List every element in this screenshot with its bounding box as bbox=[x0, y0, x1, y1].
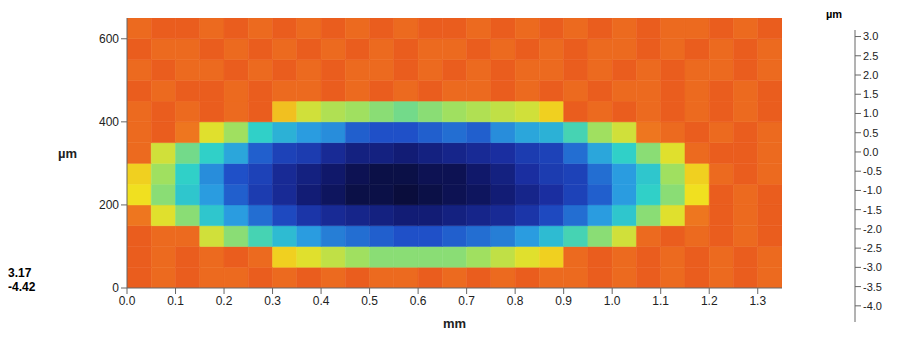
svg-text:0.7: 0.7 bbox=[458, 294, 475, 308]
svg-text:2.5: 2.5 bbox=[863, 50, 878, 62]
svg-text:0.5: 0.5 bbox=[863, 127, 878, 139]
svg-text:-2.0: -2.0 bbox=[863, 223, 882, 235]
svg-text:0.9: 0.9 bbox=[555, 294, 572, 308]
svg-text:0.1: 0.1 bbox=[167, 294, 184, 308]
svg-text:0: 0 bbox=[112, 281, 119, 295]
svg-text:1.5: 1.5 bbox=[863, 88, 878, 100]
svg-text:0.0: 0.0 bbox=[863, 146, 878, 158]
svg-text:-3.0: -3.0 bbox=[863, 261, 882, 273]
svg-text:0.2: 0.2 bbox=[216, 294, 233, 308]
svg-text:-0.5: -0.5 bbox=[863, 165, 882, 177]
svg-text:1.0: 1.0 bbox=[863, 107, 878, 119]
svg-text:0.4: 0.4 bbox=[313, 294, 330, 308]
svg-text:1.0: 1.0 bbox=[604, 294, 621, 308]
html-text:3.17: 3.17 bbox=[8, 266, 32, 280]
svg-text:-1.5: -1.5 bbox=[863, 204, 882, 216]
svg-text:0.0: 0.0 bbox=[119, 294, 136, 308]
svg-text:µm: µm bbox=[58, 146, 77, 161]
svg-text:1.1: 1.1 bbox=[652, 294, 669, 308]
svg-text:0.8: 0.8 bbox=[507, 294, 524, 308]
svg-text:-1.0: -1.0 bbox=[863, 184, 882, 196]
svg-text:3.0: 3.0 bbox=[863, 30, 878, 42]
html-text:-4.42: -4.42 bbox=[8, 280, 36, 294]
svg-text:200: 200 bbox=[99, 198, 119, 212]
html-text:µm: µm bbox=[826, 8, 843, 20]
svg-text:0.6: 0.6 bbox=[410, 294, 427, 308]
svg-text:-3.5: -3.5 bbox=[863, 281, 882, 293]
svg-text:1.3: 1.3 bbox=[749, 294, 766, 308]
svg-text:2.0: 2.0 bbox=[863, 69, 878, 81]
svg-text:-4.0: -4.0 bbox=[863, 300, 882, 312]
svg-text:1.2: 1.2 bbox=[701, 294, 718, 308]
svg-text:0.3: 0.3 bbox=[264, 294, 281, 308]
svg-text:600: 600 bbox=[99, 32, 119, 46]
svg-text:-2.5: -2.5 bbox=[863, 242, 882, 254]
svg-text:mm: mm bbox=[443, 316, 466, 331]
svg-text:0.5: 0.5 bbox=[361, 294, 378, 308]
svg-text:400: 400 bbox=[99, 115, 119, 129]
